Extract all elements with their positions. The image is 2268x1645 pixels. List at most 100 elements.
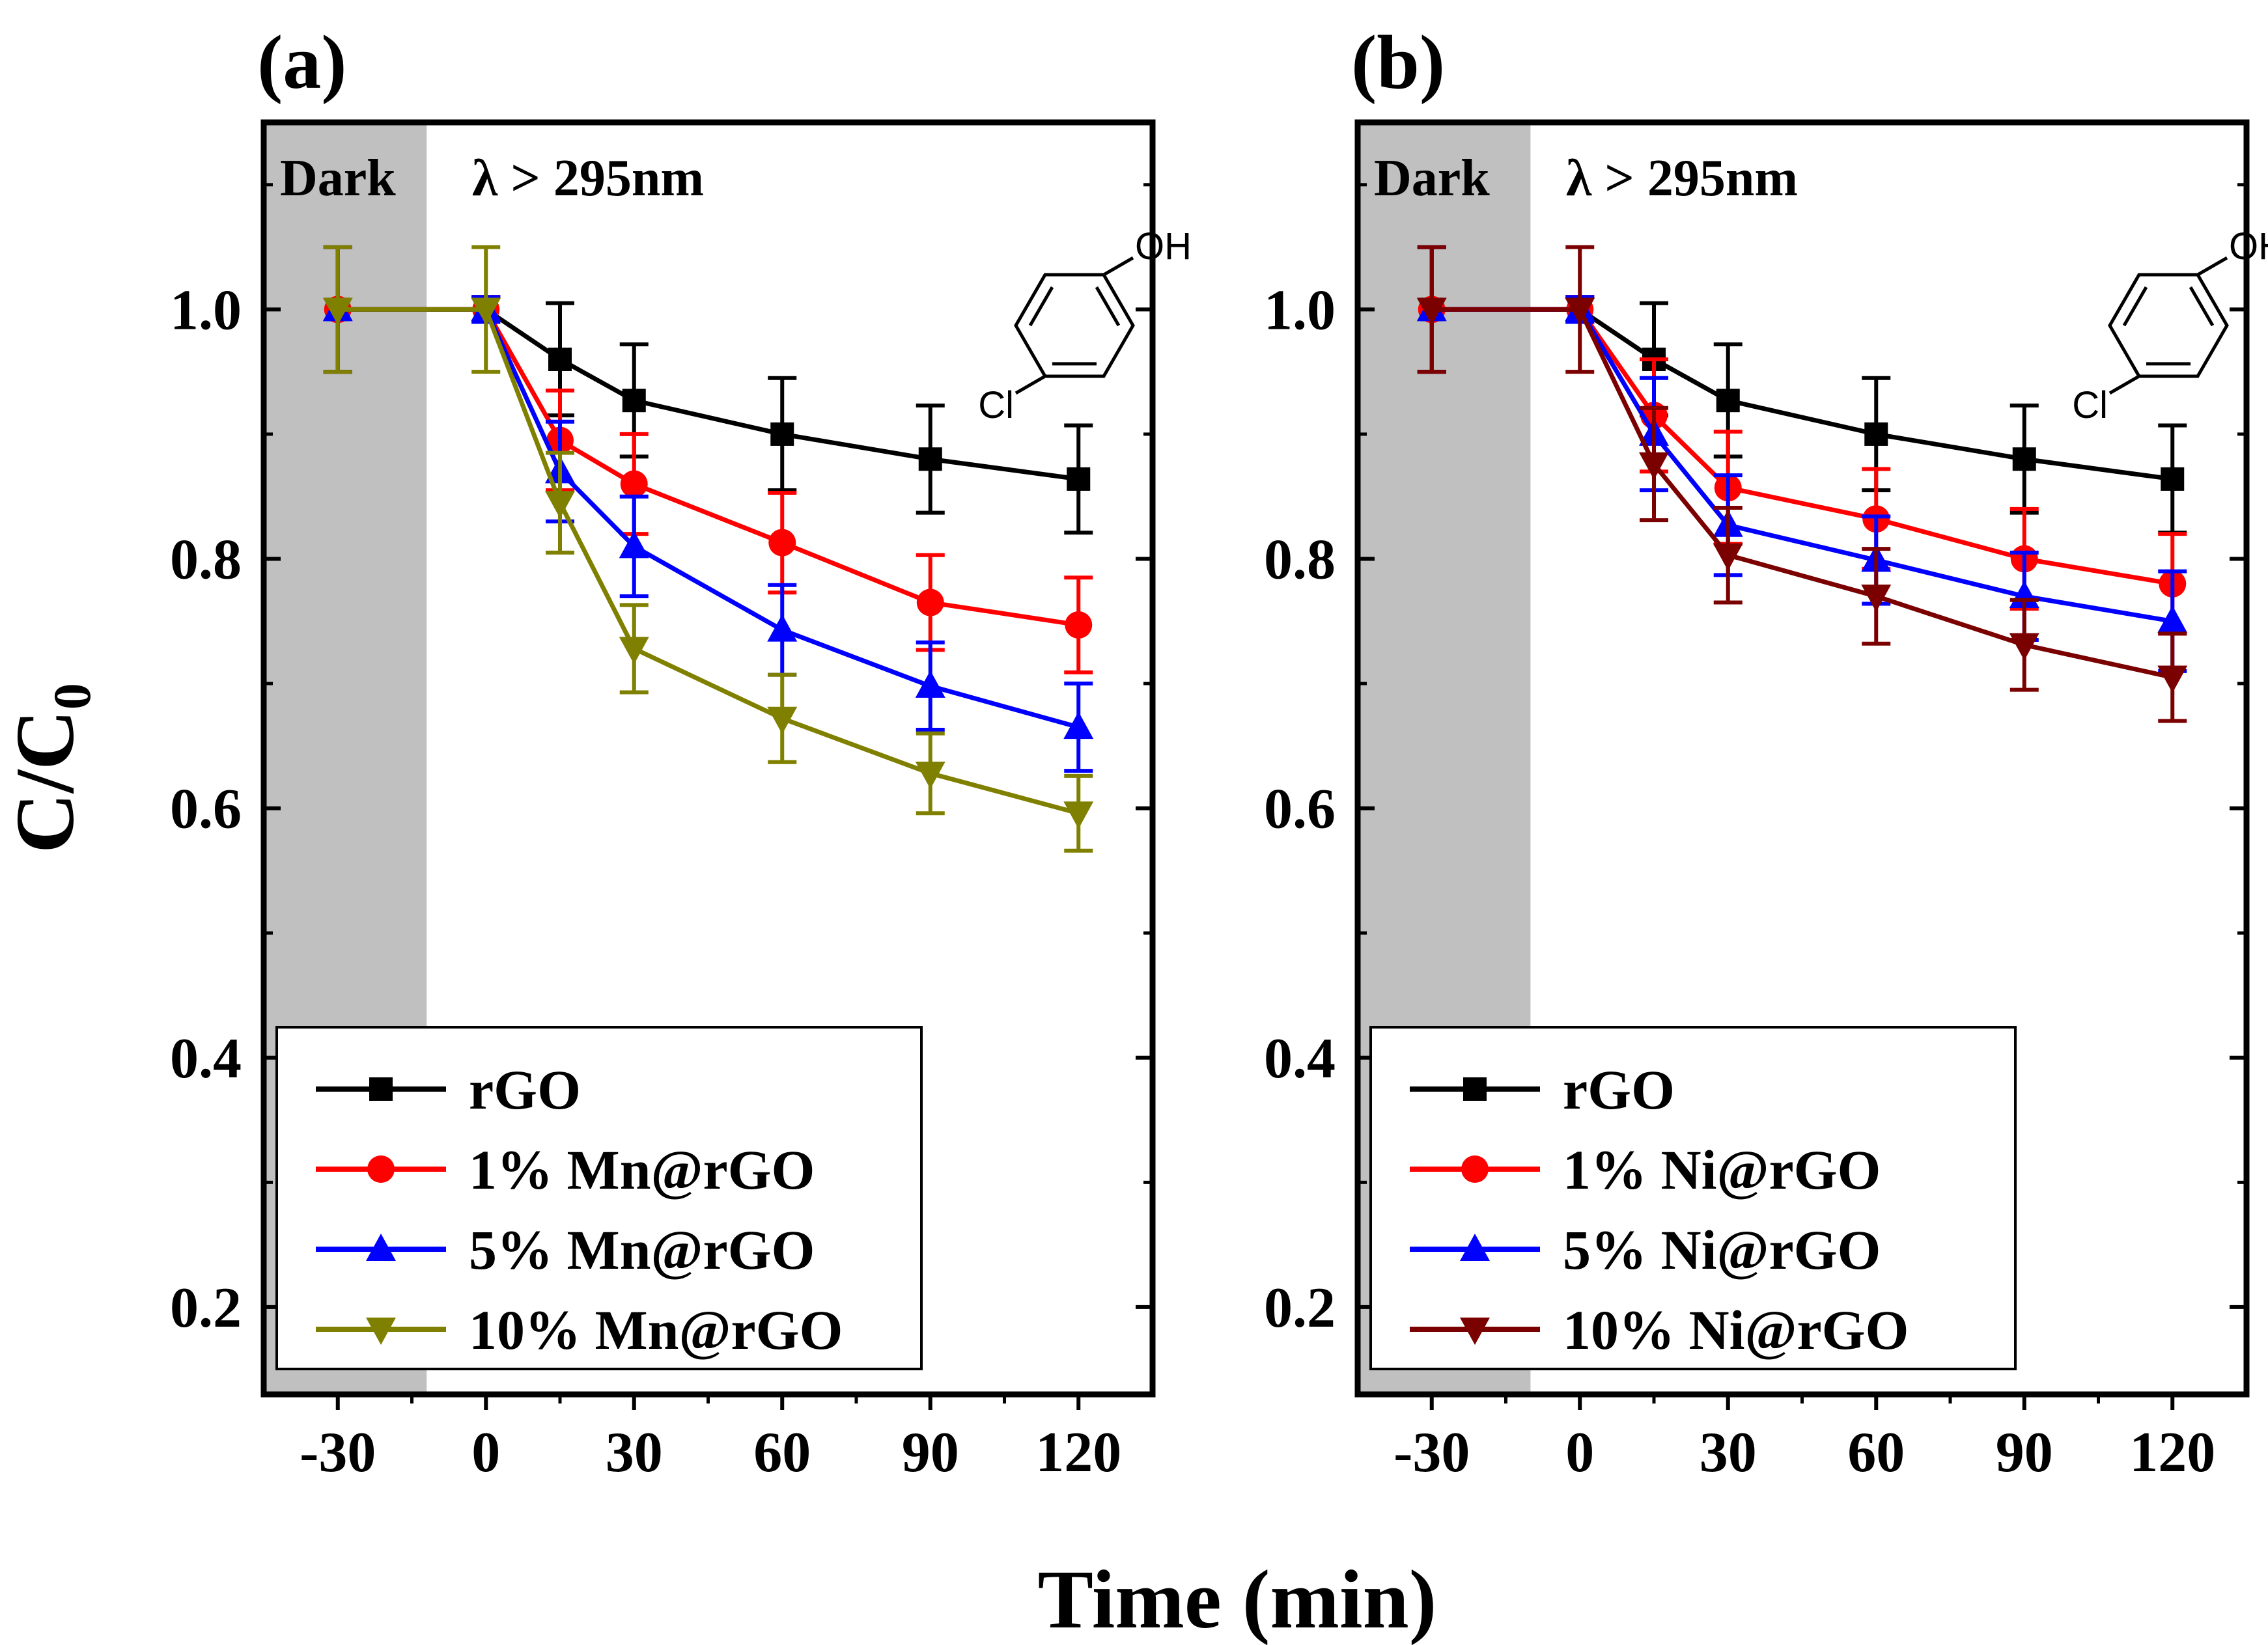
legend-marker (366, 1318, 396, 1345)
x-tick-label: 30 (606, 1421, 663, 1484)
data-point (1416, 297, 1447, 325)
legend-marker (1460, 1234, 1490, 1261)
x-tick-label: 90 (902, 1421, 959, 1484)
x-tick-label: -30 (1393, 1421, 1470, 1484)
x-tick-label: 120 (2129, 1421, 2215, 1484)
legend-marker (369, 1077, 393, 1101)
y-tick-label: 0.8 (1264, 528, 1336, 591)
chlorophenol-structure: OH Cl (2072, 225, 2268, 426)
data-point (1713, 543, 1743, 571)
data-point (620, 470, 648, 498)
series-line (1431, 307, 2173, 482)
oh-label: OH (1135, 225, 1192, 268)
data-point (915, 761, 945, 789)
x-tick-label: 60 (753, 1421, 811, 1484)
double-bond (1028, 286, 1054, 327)
legend: rGO 1% Ni@rGO 5% Ni@rGO 10% Ni@rGO (1369, 1026, 2017, 1370)
double-bond (2189, 286, 2215, 327)
legend-label: 10% Ni@rGO (1563, 1299, 1909, 1361)
x-tick-label: -30 (300, 1421, 376, 1484)
y-tick-label: 0.2 (1264, 1277, 1336, 1340)
data-point (619, 531, 649, 559)
y-tick-label: 0.6 (170, 778, 242, 841)
data-point (1063, 801, 1094, 829)
y-axis-title-main: C/C (0, 710, 91, 853)
data-point (2009, 633, 2039, 661)
y-tick-label: 0.2 (170, 1277, 242, 1340)
svg-text:C/C0: C/C0 (0, 683, 102, 853)
x-tick-label: 60 (1847, 1421, 1905, 1484)
data-point (2157, 665, 2188, 693)
legend-label: 1% Mn@rGO (469, 1139, 815, 1201)
y-tick-label: 0.8 (170, 528, 242, 591)
data-point (619, 637, 649, 665)
light-label: λ > 295nm (472, 150, 704, 207)
series-line (337, 307, 1080, 816)
x-tick-label: 0 (1565, 1421, 1594, 1484)
legend-marker (1463, 1077, 1487, 1101)
double-bond (1095, 286, 1121, 327)
y-tick-label: 1.0 (1264, 279, 1336, 342)
data-point (2157, 605, 2188, 633)
x-tick-label: 30 (1700, 1421, 1757, 1484)
data-point (916, 588, 944, 616)
data-point (1067, 467, 1091, 491)
legend-marker (367, 1155, 395, 1183)
panel-b: 0.2 0.4 0.6 0.8 1.0 -30 0 30 60 90 120 (b) Dark λ > 2… (1264, 20, 2268, 1484)
cl-bond (2108, 374, 2140, 395)
data-point (768, 529, 796, 557)
data-point (770, 422, 794, 446)
data-point (1565, 297, 1595, 325)
cl-label: Cl (978, 384, 1014, 426)
panel-label: (b) (1351, 20, 1445, 105)
data-point (767, 614, 798, 642)
light-label: λ > 295nm (1566, 150, 1798, 207)
data-point (2161, 467, 2185, 491)
data-point (1063, 712, 1094, 740)
y-tick-label: 0.6 (1264, 778, 1336, 841)
data-point (1861, 584, 1892, 612)
data-point (1864, 422, 1888, 446)
series-10-ni-rgo (1416, 245, 2188, 723)
legend-label: 5% Ni@rGO (1563, 1219, 1881, 1281)
legend-label: rGO (1563, 1058, 1675, 1121)
y-axis-title: C/C0 (0, 683, 102, 853)
oh-bond (1102, 256, 1134, 277)
legend-marker (1461, 1155, 1489, 1183)
dark-label: Dark (280, 150, 396, 207)
data-point (2012, 447, 2036, 471)
data-point (622, 389, 646, 413)
cl-bond (1015, 374, 1046, 395)
plot-frame (1354, 119, 2250, 1398)
data-point (1065, 611, 1093, 639)
data-point (767, 706, 798, 734)
legend-marker (366, 1234, 396, 1261)
x-tick-label: 120 (1035, 1421, 1121, 1484)
x-axis-title: Time (min) (1038, 1553, 1437, 1645)
data-point (918, 447, 942, 471)
y-axis-title-subscript: 0 (42, 683, 102, 710)
series-5-mn-rgo (322, 245, 1094, 773)
x-tick-label: 90 (1996, 1421, 2053, 1484)
legend-label: rGO (469, 1058, 581, 1121)
legend-marker (1460, 1318, 1490, 1345)
data-point (322, 297, 353, 325)
series-line (337, 307, 1080, 730)
chlorophenol-structure: OH Cl (978, 225, 1192, 426)
data-point (545, 491, 575, 519)
series-rgo (323, 245, 1093, 535)
x-tick-label: 0 (471, 1421, 500, 1484)
data-point (1716, 389, 1740, 413)
legend: rGO 1% Mn@rGO 5% Mn@rGO 10% Mn@rGO (275, 1026, 923, 1370)
series-line (337, 307, 1079, 628)
panel-label: (a) (257, 20, 347, 105)
data-point (471, 297, 501, 325)
benzene-ring (2108, 273, 2229, 378)
series-rgo (1417, 245, 2187, 535)
data-point (548, 347, 572, 371)
benzene-ring (1014, 273, 1135, 378)
data-point (915, 670, 945, 698)
y-tick-label: 0.4 (170, 1027, 242, 1090)
legend-label: 10% Mn@rGO (469, 1299, 843, 1361)
